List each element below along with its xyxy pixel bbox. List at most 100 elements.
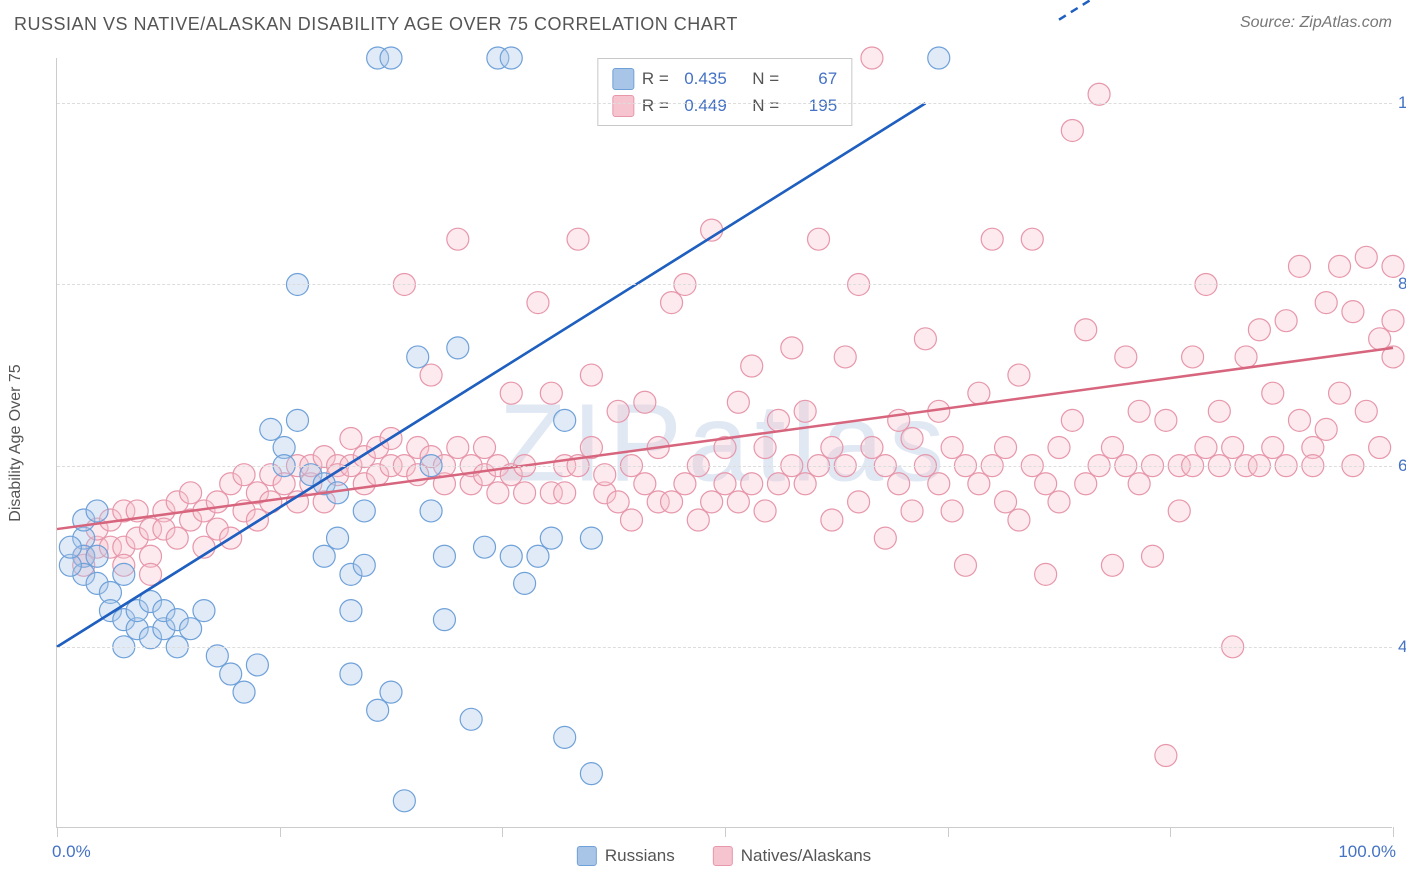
data-point <box>1315 292 1337 314</box>
data-point <box>741 473 763 495</box>
data-point <box>447 337 469 359</box>
data-point <box>941 500 963 522</box>
data-point <box>554 409 576 431</box>
data-point <box>1021 228 1043 250</box>
data-point <box>607 400 629 422</box>
data-point <box>821 437 843 459</box>
data-point <box>327 527 349 549</box>
data-point <box>1115 346 1137 368</box>
data-point <box>433 545 455 567</box>
data-point <box>661 491 683 513</box>
data-point <box>701 491 723 513</box>
data-point <box>220 663 242 685</box>
data-point <box>113 563 135 585</box>
stats-row-russians: R = 0.435 N = 67 <box>612 65 837 92</box>
data-point <box>727 491 749 513</box>
data-point <box>1061 409 1083 431</box>
y-axis-label: Disability Age Over 75 <box>7 364 25 521</box>
data-point <box>340 427 362 449</box>
x-tick <box>1393 827 1394 837</box>
data-point <box>714 473 736 495</box>
legend-swatch-russians-icon <box>577 846 597 866</box>
data-point <box>1128 400 1150 422</box>
data-point <box>928 473 950 495</box>
data-point <box>420 364 442 386</box>
data-point <box>981 228 1003 250</box>
x-tick-label-min: 0.0% <box>52 842 91 862</box>
data-point <box>727 391 749 413</box>
plot-area: ZIPatlas R = 0.435 N = 67 R = 0.449 N = … <box>56 58 1392 828</box>
data-point <box>1235 346 1257 368</box>
data-point <box>767 409 789 431</box>
data-point <box>874 527 896 549</box>
y-tick-label: 100.0% <box>1398 93 1406 113</box>
trend-line <box>57 348 1393 529</box>
data-point <box>968 473 990 495</box>
data-point <box>1182 346 1204 368</box>
x-tick-label-max: 100.0% <box>1338 842 1396 862</box>
legend-swatch-natives-icon <box>713 846 733 866</box>
data-point <box>1355 400 1377 422</box>
data-point <box>180 618 202 640</box>
data-point <box>1048 491 1070 513</box>
data-point <box>1262 437 1284 459</box>
data-point <box>1061 119 1083 141</box>
x-tick <box>725 827 726 837</box>
data-point <box>580 527 602 549</box>
data-point <box>1248 319 1270 341</box>
y-tick-label: 80.0% <box>1398 274 1406 294</box>
data-point <box>166 527 188 549</box>
data-point <box>995 437 1017 459</box>
data-point <box>1035 563 1057 585</box>
data-point <box>554 482 576 504</box>
data-point <box>1315 418 1337 440</box>
data-point <box>1128 473 1150 495</box>
data-point <box>514 482 536 504</box>
swatch-natives-icon <box>612 95 634 117</box>
data-point <box>1288 255 1310 277</box>
data-point <box>540 527 562 549</box>
data-point <box>674 473 696 495</box>
data-point <box>594 464 616 486</box>
data-point <box>1329 382 1351 404</box>
x-tick <box>1170 827 1171 837</box>
data-point <box>1075 319 1097 341</box>
data-point <box>1168 500 1190 522</box>
data-point <box>821 509 843 531</box>
data-point <box>1262 382 1284 404</box>
data-point <box>540 382 562 404</box>
x-tick <box>502 827 503 837</box>
data-point <box>954 554 976 576</box>
data-point <box>407 346 429 368</box>
data-point <box>1382 310 1404 332</box>
grid-line <box>57 466 1392 467</box>
data-point <box>687 509 709 531</box>
data-point <box>861 437 883 459</box>
data-point <box>1355 246 1377 268</box>
data-point <box>1088 83 1110 105</box>
data-point <box>500 545 522 567</box>
data-point <box>1342 301 1364 323</box>
data-point <box>941 437 963 459</box>
data-point <box>620 509 642 531</box>
grid-line <box>57 647 1392 648</box>
data-point <box>500 47 522 69</box>
data-point <box>1222 437 1244 459</box>
data-point <box>447 228 469 250</box>
data-point <box>567 228 589 250</box>
data-point <box>514 572 536 594</box>
data-point <box>754 500 776 522</box>
data-point <box>206 645 228 667</box>
legend-label-russians: Russians <box>605 846 675 866</box>
data-point <box>313 545 335 567</box>
data-point <box>607 491 629 513</box>
data-point <box>1195 437 1217 459</box>
swatch-russians-icon <box>612 68 634 90</box>
data-point <box>1369 437 1391 459</box>
data-point <box>420 500 442 522</box>
legend: Russians Natives/Alaskans <box>577 846 871 866</box>
data-point <box>741 355 763 377</box>
legend-item-natives: Natives/Alaskans <box>713 846 871 866</box>
data-point <box>180 482 202 504</box>
data-point <box>634 473 656 495</box>
